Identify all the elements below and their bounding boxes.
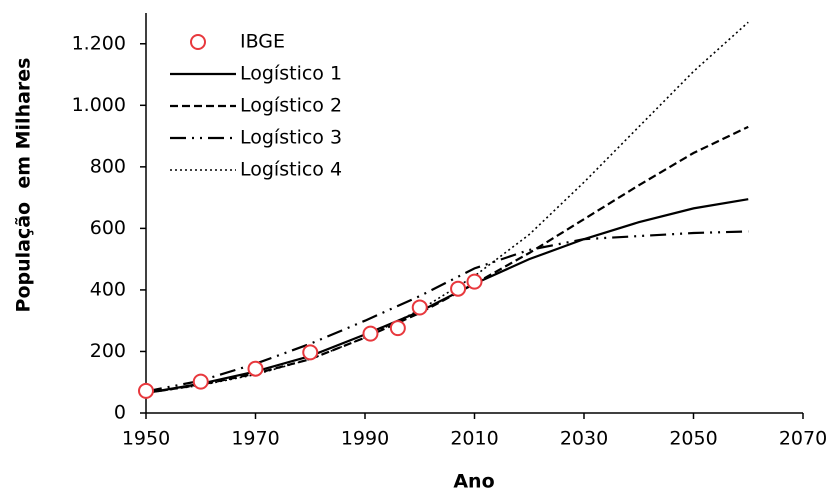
x-tick-label: 2030 bbox=[560, 428, 608, 450]
y-axis-title: População em Milhares bbox=[13, 58, 35, 313]
series-line bbox=[146, 230, 749, 393]
legend-marker bbox=[190, 34, 206, 50]
legend-label: Logístico 2 bbox=[240, 95, 342, 117]
x-tick-label: 1990 bbox=[341, 428, 389, 450]
series-line bbox=[146, 198, 749, 395]
data-point bbox=[247, 360, 264, 377]
y-tick-label: 1.000 bbox=[72, 94, 126, 116]
x-tick-label: 2050 bbox=[669, 428, 717, 450]
x-tick-label: 2010 bbox=[450, 428, 498, 450]
data-point bbox=[192, 373, 209, 390]
data-point bbox=[450, 280, 467, 297]
x-tick-label: 1950 bbox=[122, 428, 170, 450]
series-line bbox=[146, 125, 749, 395]
y-tick-label: 800 bbox=[90, 155, 126, 177]
series-line bbox=[146, 21, 749, 394]
data-point bbox=[138, 382, 154, 399]
legend-label: Logístico 4 bbox=[240, 159, 342, 181]
y-tick-label: 400 bbox=[90, 278, 126, 300]
legend-label: Logístico 3 bbox=[240, 127, 342, 149]
data-point bbox=[302, 344, 319, 361]
x-axis-title: Ano bbox=[453, 471, 494, 493]
legend-label: Logístico 1 bbox=[240, 63, 342, 85]
data-point bbox=[411, 299, 428, 316]
data-point bbox=[466, 273, 483, 290]
legend-label: IBGE bbox=[240, 31, 285, 53]
x-tick-label: 1970 bbox=[231, 428, 279, 450]
y-tick-label: 200 bbox=[90, 340, 126, 362]
y-tick-label: 600 bbox=[90, 217, 126, 239]
y-tick-label: 0 bbox=[114, 402, 126, 424]
x-tick-label: 2070 bbox=[779, 428, 827, 450]
data-point bbox=[362, 325, 379, 342]
data-point bbox=[389, 320, 406, 337]
y-tick-label: 1.200 bbox=[72, 32, 126, 54]
